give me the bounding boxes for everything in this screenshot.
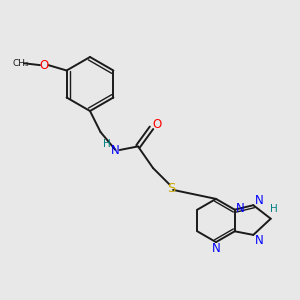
Text: N: N bbox=[255, 234, 264, 247]
Text: N: N bbox=[236, 202, 244, 215]
Text: O: O bbox=[40, 58, 49, 72]
Text: N: N bbox=[255, 194, 264, 207]
Text: N: N bbox=[111, 143, 120, 157]
Text: S: S bbox=[167, 182, 175, 195]
Text: H: H bbox=[270, 204, 278, 214]
Text: CH₃: CH₃ bbox=[13, 59, 29, 68]
Text: N: N bbox=[212, 242, 220, 255]
Text: H: H bbox=[103, 139, 111, 149]
Text: O: O bbox=[152, 118, 161, 131]
